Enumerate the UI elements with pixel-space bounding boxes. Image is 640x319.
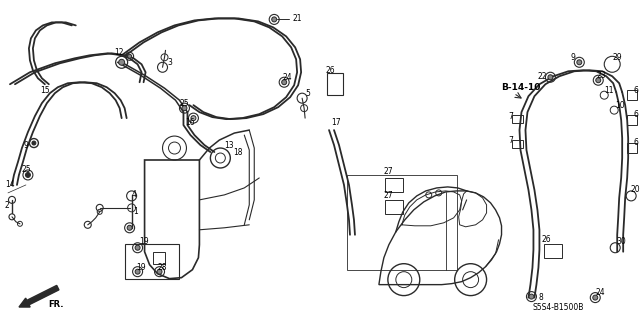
Text: 15: 15 — [40, 86, 49, 95]
Text: 20: 20 — [630, 185, 640, 194]
Text: 5: 5 — [305, 89, 310, 98]
Text: 26: 26 — [541, 235, 551, 244]
Text: 3: 3 — [168, 58, 172, 67]
Circle shape — [26, 173, 31, 177]
Text: 13: 13 — [225, 141, 234, 150]
Text: 23: 23 — [596, 71, 606, 80]
FancyArrow shape — [19, 286, 59, 307]
Text: FR.: FR. — [48, 300, 63, 309]
Text: 29: 29 — [612, 53, 622, 62]
Text: 14: 14 — [5, 181, 15, 189]
Text: 18: 18 — [234, 147, 243, 157]
Text: 16: 16 — [186, 118, 195, 127]
Text: 19: 19 — [136, 263, 146, 272]
Text: 6: 6 — [633, 137, 638, 146]
Circle shape — [127, 225, 132, 230]
Bar — [545, 244, 563, 258]
Bar — [511, 115, 524, 123]
Text: 8: 8 — [538, 293, 543, 302]
Text: B-14-10: B-14-10 — [502, 83, 541, 92]
Circle shape — [191, 115, 196, 121]
Bar — [627, 115, 637, 125]
Circle shape — [272, 17, 276, 22]
Text: 7: 7 — [509, 112, 513, 121]
Text: 9: 9 — [24, 141, 29, 150]
Bar — [385, 178, 403, 192]
Text: 24: 24 — [595, 288, 605, 297]
Text: 19: 19 — [140, 237, 149, 246]
Text: 7: 7 — [509, 136, 513, 145]
Text: 22: 22 — [538, 72, 547, 81]
Text: 25: 25 — [22, 166, 31, 174]
Text: 17: 17 — [331, 118, 340, 127]
Circle shape — [157, 269, 162, 274]
Text: 1: 1 — [134, 207, 138, 216]
Text: 11: 11 — [604, 86, 614, 95]
Circle shape — [135, 245, 140, 250]
Circle shape — [596, 78, 601, 83]
Text: S5S4-B1500B: S5S4-B1500B — [532, 303, 584, 312]
Circle shape — [593, 295, 598, 300]
Bar — [385, 200, 403, 214]
Text: 6: 6 — [633, 110, 638, 119]
Text: 12: 12 — [115, 48, 124, 57]
Circle shape — [32, 141, 36, 145]
Circle shape — [577, 60, 582, 65]
Text: 30: 30 — [616, 237, 626, 246]
Circle shape — [127, 54, 132, 58]
Circle shape — [548, 75, 553, 80]
Bar — [627, 143, 637, 153]
Text: 9: 9 — [570, 53, 575, 62]
Text: 21: 21 — [292, 14, 301, 23]
Text: 10: 10 — [615, 101, 625, 110]
Text: 28: 28 — [157, 263, 167, 272]
Text: 26: 26 — [325, 66, 335, 75]
Text: 27: 27 — [384, 167, 394, 176]
Bar — [511, 140, 524, 148]
Circle shape — [135, 269, 140, 274]
Circle shape — [118, 59, 125, 65]
Bar — [347, 175, 457, 270]
Circle shape — [282, 80, 287, 85]
Text: 25: 25 — [179, 99, 189, 108]
Bar — [152, 252, 164, 264]
Text: 27: 27 — [384, 191, 394, 200]
Text: 6: 6 — [633, 86, 638, 95]
Circle shape — [182, 106, 187, 111]
Bar — [125, 244, 179, 279]
Bar — [327, 73, 343, 95]
Bar — [627, 90, 637, 100]
Circle shape — [529, 294, 534, 299]
Text: 4: 4 — [132, 190, 136, 199]
Text: 24: 24 — [282, 73, 292, 82]
Text: 2: 2 — [5, 201, 10, 210]
